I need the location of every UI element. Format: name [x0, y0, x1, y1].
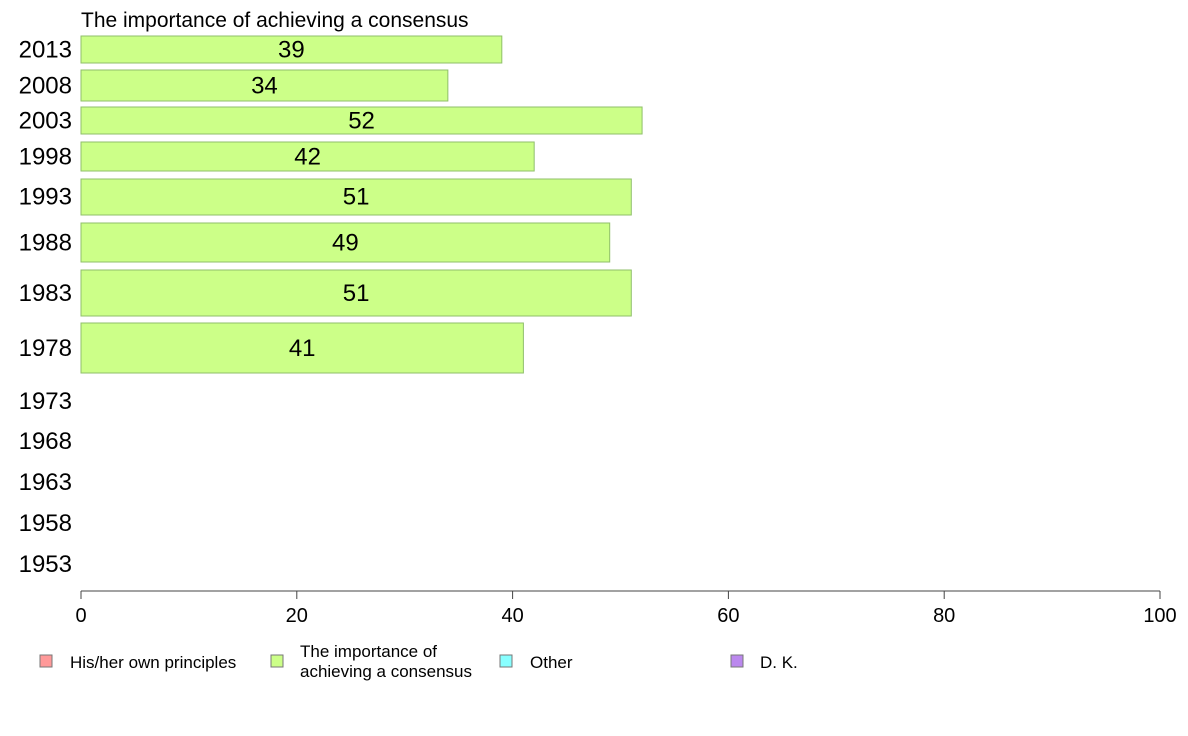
legend-swatch-1	[270, 654, 284, 668]
legend-label-1-1: achieving a consensus	[300, 662, 472, 681]
year-label-2008: 2008	[19, 73, 72, 100]
legend-label-0-0: His/her own principles	[70, 653, 236, 672]
chart-title: The importance of achieving a consensus	[81, 9, 469, 32]
year-label-1973: 1973	[19, 388, 72, 415]
bar-1978	[80, 322, 524, 374]
year-label-1958: 1958	[19, 510, 72, 537]
x-tick-label-0: 0	[75, 605, 86, 627]
value-label-1983: 51	[343, 280, 370, 307]
x-tick-label-100: 100	[1143, 605, 1176, 627]
bar-1998	[80, 141, 535, 172]
year-label-1968: 1968	[19, 428, 72, 455]
year-label-1983: 1983	[19, 280, 72, 307]
legend-label-1-0: The importance of	[300, 642, 437, 661]
legend-label-2-0: Other	[530, 653, 573, 672]
value-label-2008: 34	[251, 73, 278, 100]
legend-label-3-0: D. K.	[760, 653, 798, 672]
year-label-1988: 1988	[19, 230, 72, 257]
legend: His/her own principles The importance ofa…	[39, 642, 798, 681]
bar-1993	[80, 178, 632, 216]
year-label-1998: 1998	[19, 144, 72, 171]
bar-2013	[80, 35, 503, 64]
year-label-1978: 1978	[19, 335, 72, 362]
bars-layer	[80, 35, 643, 374]
year-label-1993: 1993	[19, 184, 72, 211]
bar-1983	[80, 269, 632, 317]
legend-swatch-2	[499, 654, 513, 668]
year-label-1953: 1953	[19, 551, 72, 578]
legend-swatch-0	[39, 654, 53, 668]
value-label-1993: 51	[343, 184, 370, 211]
value-label-2013: 39	[278, 37, 305, 64]
year-label-1963: 1963	[19, 469, 72, 496]
value-label-1998: 42	[294, 144, 321, 171]
legend-swatch-3	[730, 654, 744, 668]
bar-2003	[80, 106, 643, 135]
x-tick-label-40: 40	[501, 605, 523, 627]
year-label-2013: 2013	[19, 37, 72, 64]
year-label-2003: 2003	[19, 108, 72, 135]
x-axis: 0 20 40 60 80 100	[75, 590, 1177, 627]
bar-2008	[80, 69, 449, 102]
x-tick-label-60: 60	[717, 605, 739, 627]
bar-1988	[80, 222, 611, 263]
labels-layer: 2013 39 2008 34 2003 52 1998 42 1993 51 1988 49 1983…	[19, 37, 375, 579]
x-tick-label-20: 20	[286, 605, 308, 627]
value-label-2003: 52	[348, 108, 375, 135]
value-label-1978: 41	[289, 335, 316, 362]
value-label-1988: 49	[332, 230, 359, 257]
x-tick-label-80: 80	[933, 605, 955, 627]
